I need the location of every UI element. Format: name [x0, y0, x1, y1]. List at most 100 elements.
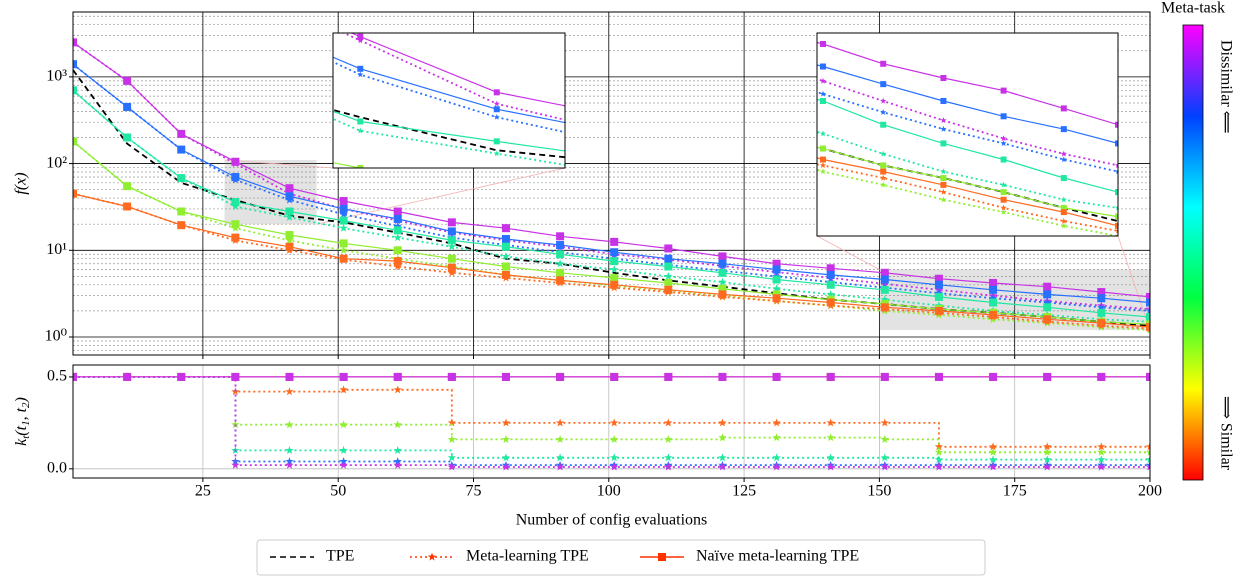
square-marker [1176, 209, 1182, 215]
star-marker [760, 151, 766, 157]
square-marker [772, 265, 781, 274]
square-marker [393, 214, 402, 223]
square-marker [447, 218, 456, 227]
series-group [579, 105, 1118, 234]
star-marker [1043, 455, 1052, 464]
square-marker [940, 181, 947, 188]
star-marker [880, 295, 889, 304]
star-marker [357, 37, 364, 44]
square-marker [221, 68, 227, 74]
star-marker [555, 418, 565, 427]
star-marker [1043, 462, 1052, 471]
y-axis-label: f(x) [13, 172, 30, 194]
star-marker [501, 453, 511, 462]
colorbar [1182, 24, 1204, 481]
star-marker [1097, 462, 1106, 471]
star-marker [393, 221, 402, 230]
star-marker [988, 293, 998, 302]
star-marker [767, 157, 773, 163]
star-marker [610, 265, 619, 274]
star-marker [760, 113, 766, 119]
square-marker [177, 372, 186, 381]
star-marker [555, 453, 565, 462]
square-marker [501, 242, 510, 251]
star-marker [285, 212, 294, 221]
square-marker [760, 26, 766, 32]
square-marker [285, 207, 294, 216]
star-marker [285, 420, 294, 429]
y-tick-label: 10⁰ [45, 328, 67, 345]
series-group [350, 33, 565, 107]
star-marker [1060, 222, 1067, 229]
square-marker [639, 94, 645, 100]
square-marker [393, 372, 402, 381]
square-marker [556, 276, 565, 285]
square-marker [393, 226, 402, 235]
star-marker [1043, 447, 1052, 456]
square-marker [1115, 222, 1118, 229]
square-marker [393, 257, 402, 266]
square-marker [760, 140, 766, 146]
square-marker [820, 63, 827, 70]
square-marker [934, 372, 943, 381]
square-marker [718, 252, 727, 261]
star-marker [826, 418, 835, 427]
square-marker [630, 205, 636, 211]
series-line [73, 376, 1150, 454]
x-tick-label: 125 [732, 483, 756, 500]
star-marker [1114, 168, 1118, 175]
star-marker [501, 435, 511, 443]
star-marker [447, 242, 456, 251]
square-marker [880, 168, 887, 175]
star-marker [231, 420, 240, 429]
star-marker [1043, 442, 1052, 451]
square-marker [903, 256, 909, 262]
star-marker [940, 125, 947, 132]
star-marker [1043, 298, 1052, 307]
star-marker [1000, 140, 1007, 147]
square-marker [767, 220, 773, 226]
star-marker [988, 314, 998, 323]
square-marker [934, 280, 943, 289]
star-marker [447, 268, 456, 277]
star-marker [501, 418, 511, 427]
star-marker [1176, 248, 1182, 254]
star-marker [579, 14, 585, 20]
square-marker [1146, 298, 1150, 307]
square-marker [393, 246, 402, 255]
star-marker [718, 453, 727, 462]
square-marker [1115, 140, 1118, 147]
star-marker [579, 105, 585, 111]
star-marker [880, 97, 887, 104]
star-marker [339, 446, 348, 454]
series-line [817, 41, 1118, 126]
star-marker [880, 109, 887, 115]
star-marker [339, 420, 348, 429]
square-marker [501, 270, 510, 279]
star-marker [664, 272, 673, 280]
square-marker [73, 189, 77, 198]
square-marker [772, 275, 781, 284]
star-marker [1176, 288, 1182, 294]
square-marker [880, 275, 889, 284]
square-marker [718, 372, 727, 381]
square-marker [880, 372, 889, 381]
star-marker [1000, 204, 1007, 211]
square-marker [610, 280, 619, 289]
colorbar-bottom-label: ⟹ Similar [1217, 396, 1234, 471]
square-marker [760, 131, 766, 137]
colorbar-title: Meta-task [1161, 0, 1225, 17]
square-marker [519, 2, 525, 8]
square-marker [610, 273, 619, 282]
square-marker [339, 204, 348, 213]
square-marker [1060, 175, 1067, 182]
square-marker [501, 372, 510, 381]
star-marker [1000, 181, 1007, 188]
square-marker [940, 74, 947, 81]
series-group [333, 162, 773, 226]
star-marker [1097, 455, 1106, 464]
star-marker [630, 173, 636, 179]
star-marker [579, 101, 585, 107]
square-marker [494, 212, 500, 218]
square-marker [1115, 121, 1118, 128]
